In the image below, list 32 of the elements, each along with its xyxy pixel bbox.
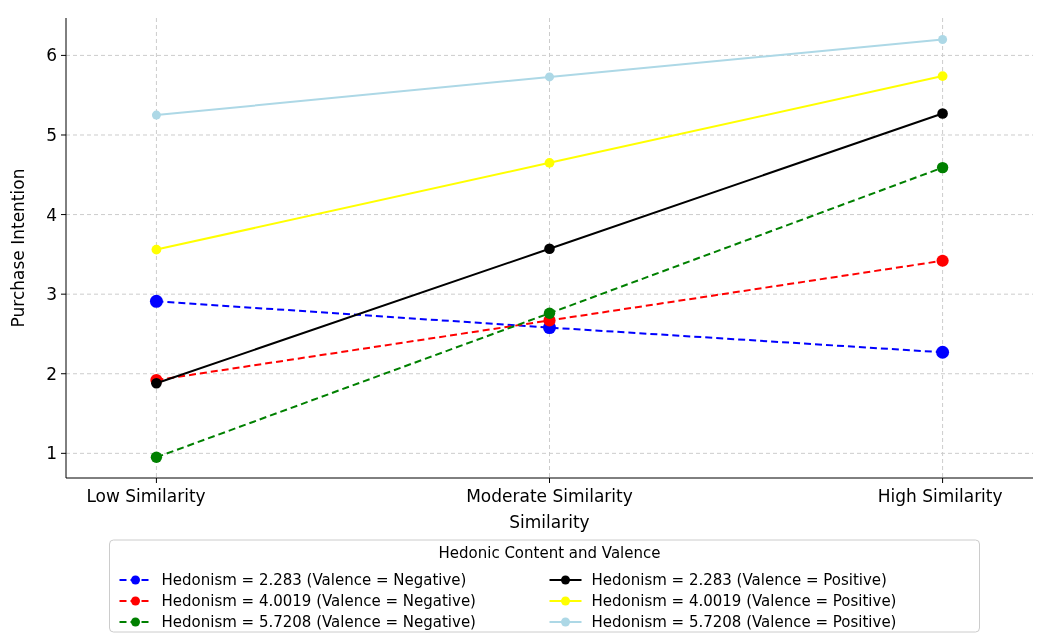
y-tick-label: 1 [46, 443, 57, 464]
x-tick-label: High Similarity [877, 486, 1003, 506]
legend-label: Hedonism = 4.0019 (Valence = Negative) [161, 592, 476, 611]
point [936, 345, 950, 359]
legend-label: Hedonism = 2.283 (Valence = Positive) [591, 571, 887, 590]
point [544, 157, 555, 168]
point [544, 243, 555, 255]
point [937, 108, 948, 119]
point [149, 294, 163, 308]
legend-label: Hedonism = 5.7208 (Valence = Positive) [591, 613, 897, 632]
legend-label: Hedonism = 5.7208 (Valence = Negative) [161, 613, 476, 632]
point [938, 34, 948, 44]
y-tick-label: 2 [46, 363, 57, 384]
legend-label: Hedonism = 2.283 (Valence = Negative) [161, 571, 467, 590]
point [936, 161, 949, 174]
x-tick-label: Moderate Similarity [466, 486, 633, 506]
y-tick-label: 4 [46, 204, 57, 225]
point [150, 451, 163, 464]
x-tick-label: Low Similarity [86, 486, 206, 506]
point [936, 254, 949, 267]
legend-label: Hedonism = 4.0019 (Valence = Positive) [591, 592, 897, 611]
point [937, 71, 948, 81]
y-tick-label: 6 [46, 45, 57, 66]
point [151, 244, 162, 255]
legend-title: Hedonic Content and Valence [438, 544, 661, 562]
x-axis-title: Similarity [509, 512, 590, 532]
y-tick-label: 3 [46, 284, 57, 305]
point [543, 307, 556, 319]
y-axis-title: Purchase Intention [8, 168, 28, 328]
point [545, 72, 554, 82]
y-tick-label: 5 [46, 124, 57, 145]
point [151, 110, 161, 120]
